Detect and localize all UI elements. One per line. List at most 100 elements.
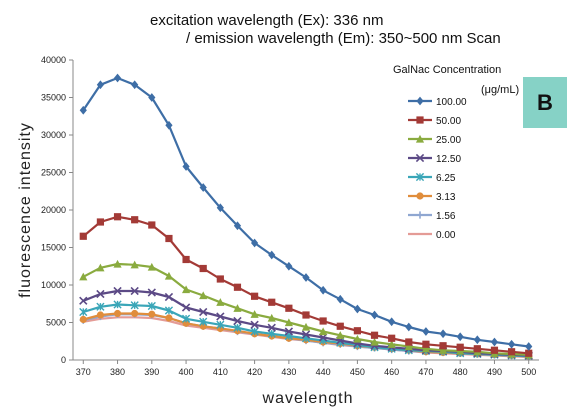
legend-item-5: 3.13: [408, 192, 456, 203]
y-tick-label: 0: [61, 355, 66, 365]
data-point: [147, 288, 156, 297]
legend-item-6: 1.56: [408, 211, 456, 222]
legend-swatch-marker: [416, 96, 424, 106]
y-tick-label: 35000: [41, 93, 66, 103]
data-point: [439, 329, 447, 339]
x-tick-label: 460: [384, 367, 399, 377]
legend-label: 0.00: [436, 230, 456, 241]
data-point: [96, 80, 105, 90]
data-point: [353, 327, 361, 335]
data-point: [267, 313, 276, 322]
x-tick-label: 420: [247, 367, 262, 377]
data-point: [301, 322, 311, 331]
x-tick-label: 410: [213, 367, 228, 377]
data-point: [182, 255, 190, 264]
data-point: [490, 346, 499, 354]
data-point: [199, 317, 208, 326]
data-point: [421, 344, 431, 353]
data-point: [181, 285, 191, 294]
data-point: [113, 73, 122, 83]
legend-item-3: 12.50: [408, 153, 461, 165]
data-point: [267, 323, 276, 332]
data-point: [301, 330, 311, 339]
data-point: [165, 234, 173, 243]
data-point: [438, 346, 448, 354]
data-point: [131, 80, 139, 90]
data-point: [456, 343, 464, 351]
data-point: [96, 302, 105, 311]
data-point: [525, 349, 533, 357]
data-point: [181, 303, 191, 312]
data-point: [233, 304, 242, 312]
legend-label: 1.56: [436, 211, 456, 222]
data-point: [181, 314, 191, 323]
data-point: [199, 291, 208, 300]
data-point: [284, 318, 293, 327]
data-point: [456, 332, 464, 342]
data-point: [131, 309, 139, 318]
data-point: [233, 283, 242, 291]
legend-title-line-2: (μg/mL): [481, 84, 519, 96]
data-point: [79, 307, 88, 317]
series-line: [82, 215, 529, 355]
data-point: [199, 307, 208, 317]
y-axis-title: fluorescence intensity: [17, 122, 34, 298]
data-point: [164, 271, 174, 280]
data-point: [165, 314, 173, 322]
legend-item-0: 100.00: [408, 96, 467, 108]
data-point: [388, 334, 396, 342]
data-point: [285, 261, 293, 271]
data-point: [216, 203, 224, 213]
data-point: [387, 340, 396, 348]
data-point: [319, 317, 327, 325]
data-point: [148, 93, 156, 102]
data-point: [216, 298, 225, 306]
x-tick-label: 400: [179, 367, 194, 377]
x-tick-label: 430: [281, 367, 296, 377]
y-tick-label: 10000: [41, 280, 66, 290]
data-point: [96, 311, 105, 319]
data-point: [148, 221, 156, 229]
data-point: [164, 292, 174, 302]
data-point: [113, 300, 122, 309]
data-point: [336, 331, 345, 339]
y-tick-label: 25000: [41, 168, 66, 178]
data-point: [336, 322, 344, 330]
data-point: [96, 263, 105, 272]
x-tick-label: 480: [453, 367, 468, 377]
data-point: [336, 294, 344, 304]
data-point: [233, 221, 242, 231]
data-point: [79, 272, 88, 281]
x-tick-label: 450: [350, 367, 365, 377]
legend-item-7: 0.00: [408, 230, 456, 241]
series-0: [79, 73, 533, 351]
legend-swatch-marker: [416, 211, 424, 219]
y-tick-label: 40000: [41, 55, 66, 65]
legend-title-line-1: GalNac Concentration: [393, 64, 501, 76]
legend-swatch-marker: [415, 134, 425, 143]
data-point: [113, 213, 122, 221]
x-tick-label: 440: [316, 367, 331, 377]
legend-item-4: 6.25: [408, 172, 456, 184]
chart-title-line-2: / emission wavelength (Em): 350~500 nm S…: [186, 30, 501, 47]
data-point: [370, 310, 379, 320]
data-point: [353, 304, 361, 314]
data-point: [302, 311, 310, 319]
data-point: [250, 320, 259, 329]
y-tick-label: 5000: [46, 318, 66, 328]
data-point: [250, 310, 259, 318]
data-point: [405, 322, 413, 332]
data-point: [490, 337, 499, 347]
data-point: [130, 286, 139, 296]
legend-item-2: 25.00: [408, 134, 461, 146]
legend: GalNac Concentration (μg/mL) 100.00 50.00…: [393, 64, 519, 241]
plot-area: [79, 73, 533, 361]
data-point: [216, 320, 225, 329]
x-tick-label: 390: [144, 367, 159, 377]
data-point: [113, 259, 122, 268]
x-tick-label: 370: [76, 367, 91, 377]
data-point: [79, 105, 87, 115]
data-point: [251, 292, 259, 300]
data-point: [79, 296, 88, 305]
legend-label: 50.00: [436, 116, 461, 127]
